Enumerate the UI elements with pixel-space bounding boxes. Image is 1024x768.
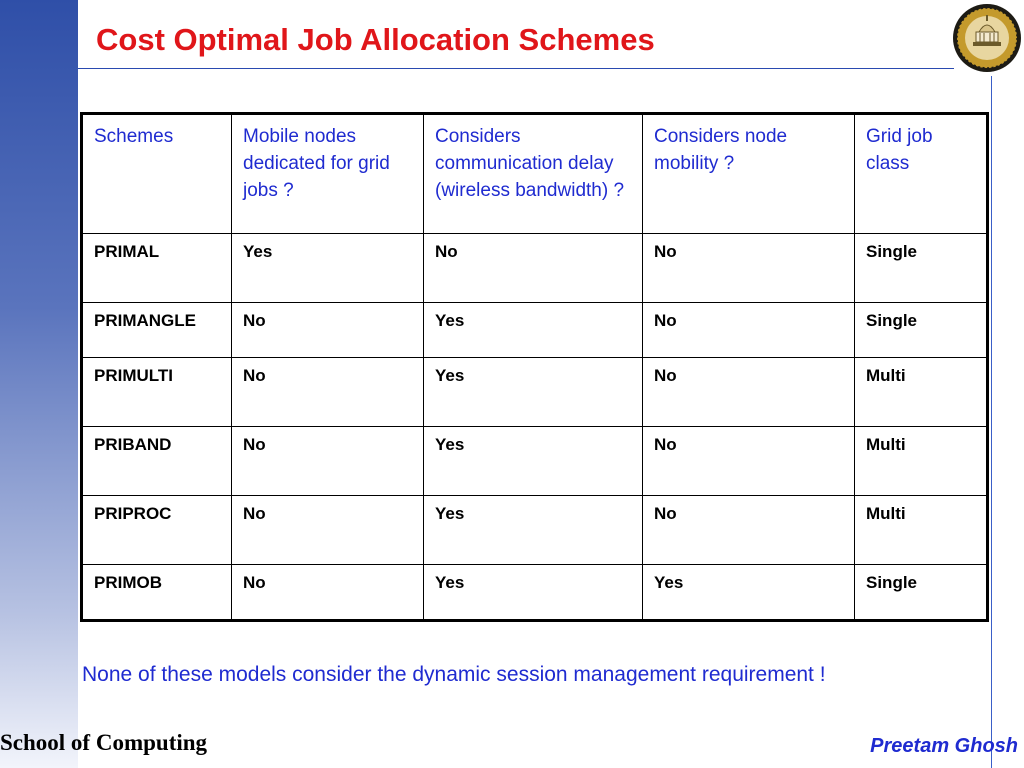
table-row: PRIMAL Yes No No Single [81,233,988,303]
university-seal-icon [953,4,1021,72]
cell-node-mobility: Yes [642,564,855,621]
footer-school-name: School of Computing [0,730,208,755]
cell-mobile-nodes: No [231,357,424,427]
cell-job-class: Multi [854,357,988,427]
cell-communication-delay: No [423,233,643,303]
cell-scheme: PRIMAL [81,233,232,303]
table-row: PRIBAND No Yes No Multi [81,426,988,496]
table-row: PRIMOB No Yes Yes Single [81,564,988,621]
cell-communication-delay: Yes [423,426,643,496]
cell-node-mobility: No [642,426,855,496]
cell-node-mobility: No [642,302,855,358]
cell-node-mobility: No [642,233,855,303]
cell-job-class: Single [854,233,988,303]
slide-title: Cost Optimal Job Allocation Schemes [96,22,655,57]
header-grid-job-class: Grid job class [854,113,988,234]
cell-scheme: PRIBAND [81,426,232,496]
header-mobile-nodes: Mobile nodes dedicated for grid jobs ? [231,113,424,234]
footnote-text: None of these models consider the dynami… [82,663,826,686]
cell-mobile-nodes: No [231,302,424,358]
title-divider [78,68,954,69]
cell-mobile-nodes: No [231,426,424,496]
cell-job-class: Multi [854,426,988,496]
cell-communication-delay: Yes [423,495,643,565]
header-node-mobility: Considers node mobility ? [642,113,855,234]
table-row: PRIPROC No Yes No Multi [81,495,988,565]
cell-job-class: Single [854,564,988,621]
table-row: PRIMULTI No Yes No Multi [81,357,988,427]
cell-mobile-nodes: No [231,495,424,565]
cell-mobile-nodes: Yes [231,233,424,303]
cell-scheme: PRIMOB [81,564,232,621]
cell-node-mobility: No [642,357,855,427]
cell-communication-delay: Yes [423,357,643,427]
cell-job-class: Single [854,302,988,358]
cell-communication-delay: Yes [423,302,643,358]
right-divider [991,76,992,768]
header-schemes: Schemes [81,113,232,234]
cell-job-class: Multi [854,495,988,565]
table-header-row: Schemes Mobile nodes dedicated for grid … [81,113,988,234]
left-gradient-bar [0,0,78,768]
cell-node-mobility: No [642,495,855,565]
cell-scheme: PRIPROC [81,495,232,565]
cell-mobile-nodes: No [231,564,424,621]
footer-author-name: Preetam Ghosh [870,735,1018,757]
cell-communication-delay: Yes [423,564,643,621]
schemes-table: Schemes Mobile nodes dedicated for grid … [80,112,989,622]
cell-scheme: PRIMANGLE [81,302,232,358]
cell-scheme: PRIMULTI [81,357,232,427]
header-communication-delay: Considers communication delay (wireless … [423,113,643,234]
table-row: PRIMANGLE No Yes No Single [81,302,988,358]
